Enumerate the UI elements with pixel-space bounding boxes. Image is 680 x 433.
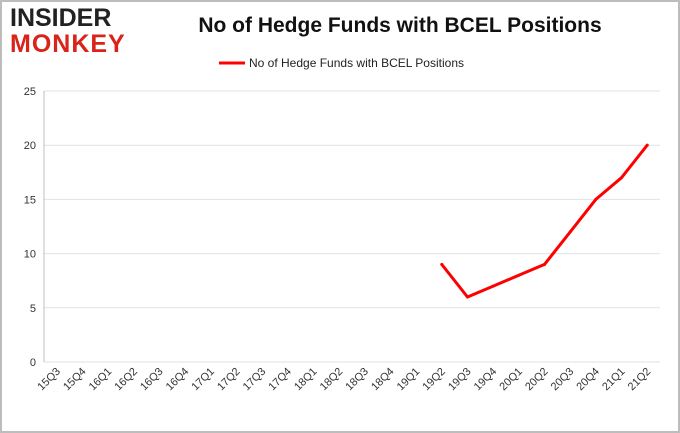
series-line bbox=[440, 143, 649, 299]
x-tick-label: 21Q1 bbox=[600, 366, 628, 394]
data-point bbox=[594, 197, 598, 201]
x-tick-label: 15Q3 bbox=[35, 366, 63, 394]
x-tick-label: 18Q4 bbox=[369, 366, 397, 394]
x-tick-label: 16Q3 bbox=[138, 366, 166, 394]
legend: No of Hedge Funds with BCEL Positions bbox=[219, 56, 464, 70]
gridlines bbox=[43, 90, 660, 363]
x-tick-label: 16Q4 bbox=[164, 366, 192, 394]
chart-title: No of Hedge Funds with BCEL Positions bbox=[198, 14, 602, 37]
data-point bbox=[568, 230, 572, 234]
data-point bbox=[466, 295, 469, 299]
x-tick-label: 20Q2 bbox=[523, 366, 551, 394]
x-axis-ticks: 15Q315Q416Q116Q216Q316Q417Q117Q217Q317Q4… bbox=[35, 366, 653, 394]
x-tick-label: 20Q1 bbox=[497, 366, 525, 394]
x-tick-label: 16Q1 bbox=[87, 366, 115, 394]
data-point bbox=[645, 143, 649, 147]
x-tick-label: 17Q1 bbox=[189, 366, 217, 394]
series-lines bbox=[440, 143, 649, 299]
y-tick-label: 20 bbox=[24, 140, 36, 152]
data-point bbox=[620, 176, 623, 180]
y-tick-label: 10 bbox=[24, 249, 36, 261]
x-tick-label: 18Q2 bbox=[318, 366, 346, 394]
x-tick-label: 20Q3 bbox=[549, 366, 577, 394]
x-tick-label: 17Q3 bbox=[241, 366, 269, 394]
data-point bbox=[517, 273, 521, 277]
logo-line-1: INSIDER bbox=[10, 4, 112, 32]
x-tick-label: 19Q2 bbox=[420, 366, 448, 394]
y-tick-label: 15 bbox=[24, 194, 36, 206]
x-tick-label: 15Q4 bbox=[61, 366, 89, 394]
x-tick-label: 18Q3 bbox=[343, 366, 371, 394]
x-tick-label: 17Q2 bbox=[215, 366, 243, 394]
x-tick-label: 16Q2 bbox=[112, 366, 140, 394]
data-point bbox=[543, 262, 546, 266]
x-tick-label: 19Q1 bbox=[395, 366, 423, 394]
y-tick-label: 25 bbox=[24, 86, 36, 98]
y-tick-label: 5 bbox=[30, 303, 36, 315]
x-tick-label: 21Q2 bbox=[626, 366, 654, 394]
x-tick-label: 20Q4 bbox=[574, 366, 602, 394]
y-axis-ticks: 0 5 10 15 20 25 bbox=[24, 86, 36, 369]
x-tick-label: 17Q4 bbox=[266, 366, 294, 394]
insider-monkey-logo: INSIDER MONKEY bbox=[10, 6, 126, 57]
data-point bbox=[491, 284, 495, 288]
y-tick-label: 0 bbox=[30, 357, 36, 369]
x-tick-label: 18Q1 bbox=[292, 366, 320, 394]
data-point bbox=[440, 262, 444, 266]
legend-label: No of Hedge Funds with BCEL Positions bbox=[249, 56, 464, 70]
logo-line-2: MONKEY bbox=[10, 30, 126, 58]
x-tick-label: 19Q4 bbox=[472, 366, 500, 394]
x-tick-label: 19Q3 bbox=[446, 366, 474, 394]
